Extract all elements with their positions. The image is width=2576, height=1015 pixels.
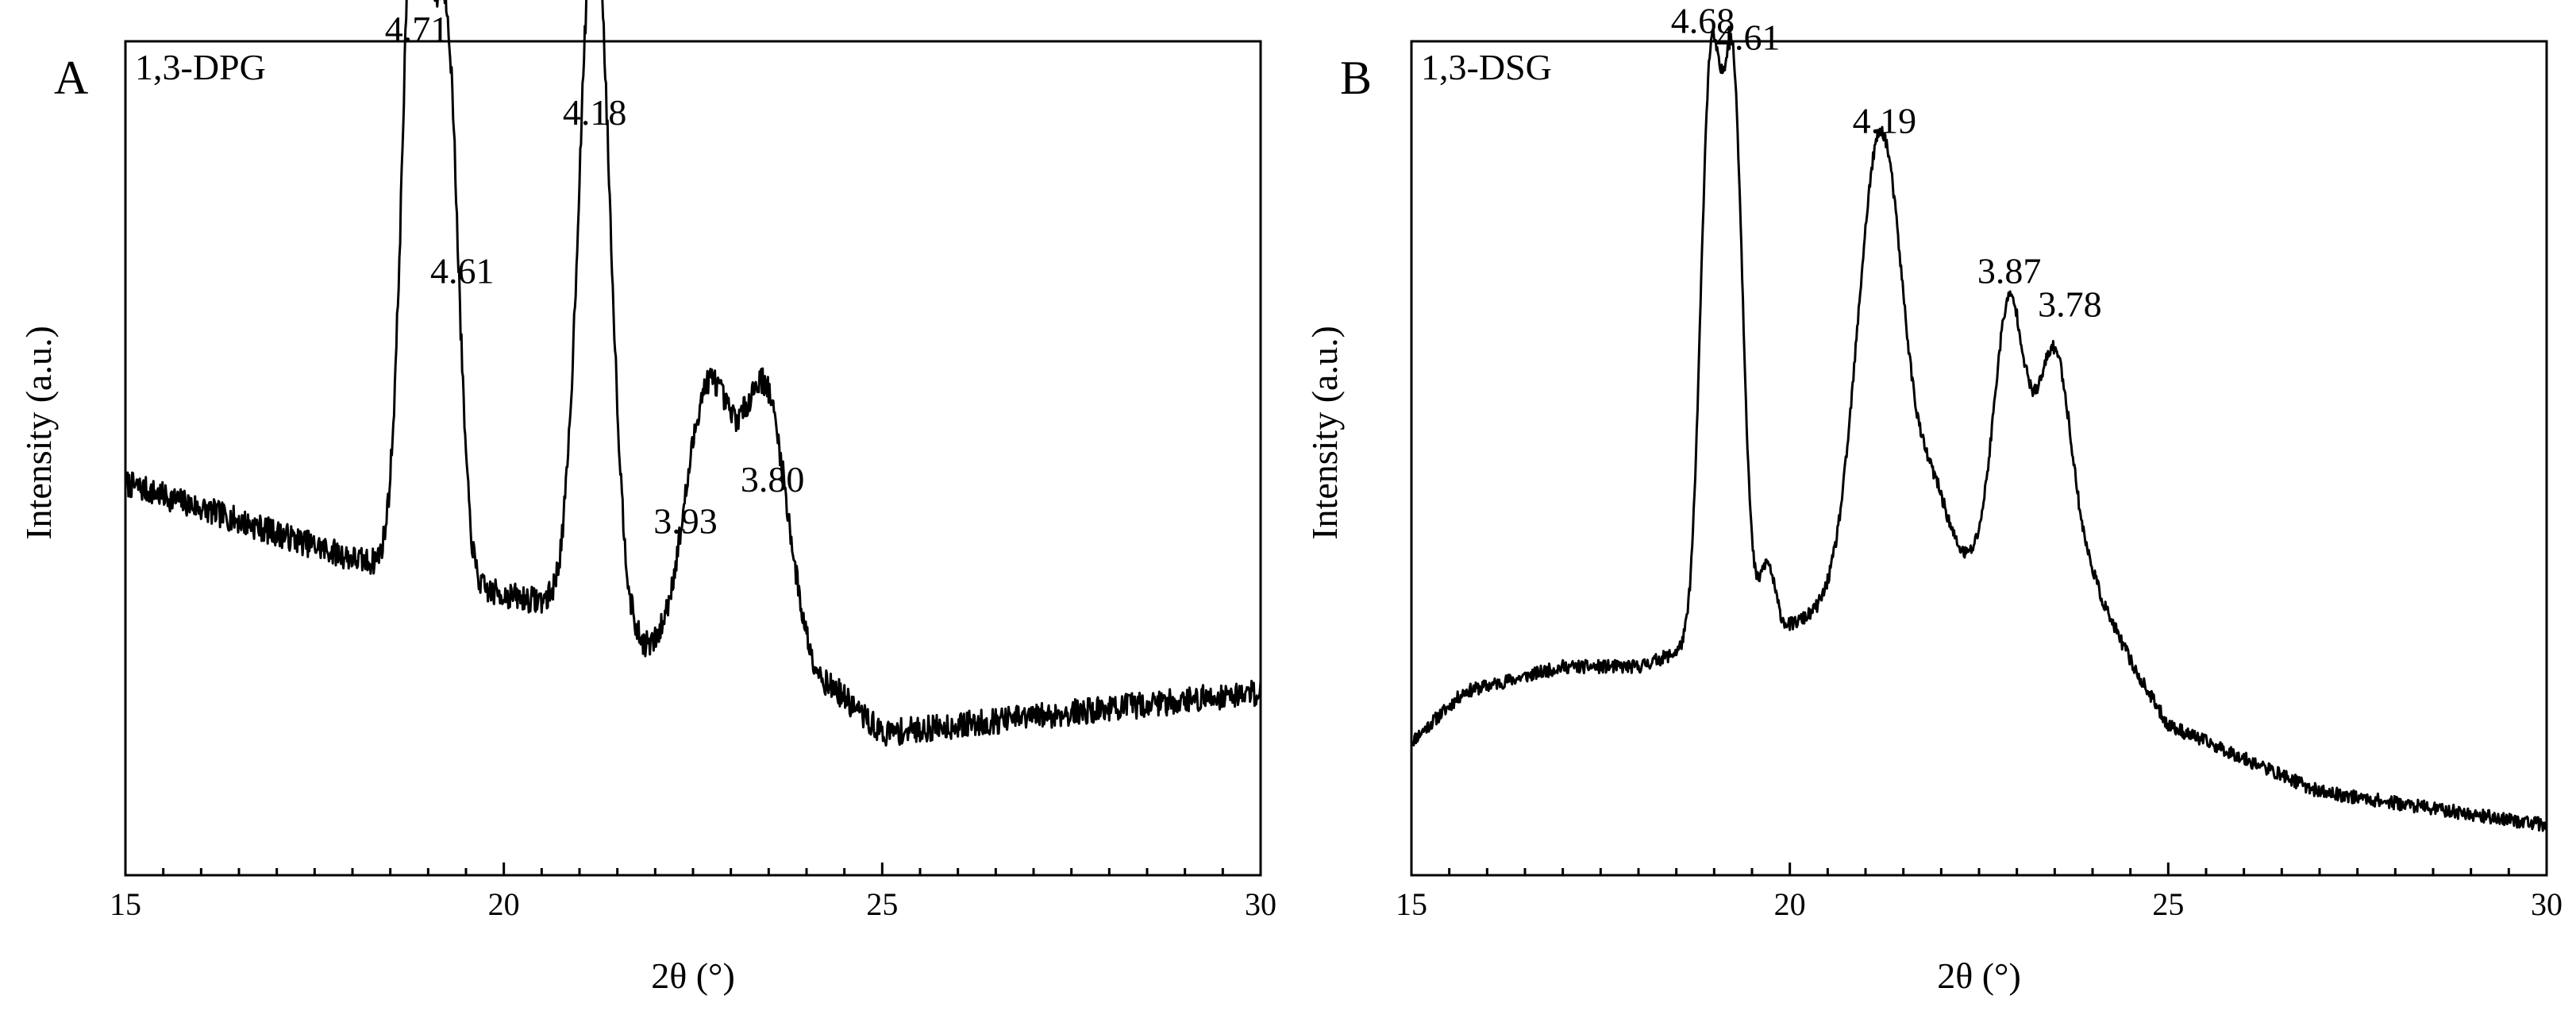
peak-labels: 4.71 4.61 4.18 3.93 3.80 bbox=[385, 9, 805, 542]
x-tick-label: 15 bbox=[110, 886, 141, 922]
x-axis-label: 2θ (°) bbox=[651, 955, 735, 996]
peak-label: 4.61 bbox=[430, 251, 495, 291]
panel-letter: A bbox=[54, 52, 88, 104]
x-tick-label: 25 bbox=[866, 886, 898, 922]
peak-label: 3.93 bbox=[653, 501, 718, 542]
peak-label: 3.78 bbox=[2038, 284, 2102, 325]
series-group bbox=[124, 0, 1262, 747]
x-tick-label: 25 bbox=[2152, 886, 2184, 922]
sample-title: 1,3-DPG bbox=[135, 47, 266, 87]
xrd-series-line bbox=[124, 0, 1262, 747]
y-axis-label: Intensity (a.u.) bbox=[18, 326, 59, 540]
panel-letter: B bbox=[1340, 52, 1372, 104]
peak-label: 4.71 bbox=[385, 9, 449, 49]
x-tick-label: 30 bbox=[2531, 886, 2563, 922]
xrd-series-line bbox=[1410, 29, 2547, 832]
x-tick-label: 20 bbox=[1774, 886, 1806, 922]
peak-label: 4.61 bbox=[1716, 17, 1781, 58]
x-tick-labels: 15 20 25 30 bbox=[1396, 886, 2563, 922]
x-tick-label: 20 bbox=[488, 886, 520, 922]
panel-a: A 1,3-DPG Intensity (a.u.) 2θ (°) 15 20 25… bbox=[18, 0, 1276, 996]
plot-frame bbox=[1410, 40, 2548, 877]
x-tick-label: 15 bbox=[1396, 886, 1427, 922]
sample-title: 1,3-DSG bbox=[1421, 47, 1552, 87]
y-axis-label: Intensity (a.u.) bbox=[1304, 326, 1345, 540]
panel-b: B 1,3-DSG Intensity (a.u.) 2θ (°) 15 20 25… bbox=[1304, 1, 2563, 997]
series-group bbox=[1410, 29, 2547, 832]
peak-label: 4.18 bbox=[563, 92, 627, 133]
peak-label: 4.68 bbox=[1671, 1, 1735, 41]
x-ticks bbox=[162, 863, 1224, 875]
plot-frame bbox=[124, 40, 1262, 877]
x-tick-label: 30 bbox=[1245, 886, 1276, 922]
x-axis-label: 2θ (°) bbox=[1937, 955, 2021, 996]
x-ticks bbox=[1448, 863, 2510, 875]
peak-label: 3.80 bbox=[741, 459, 805, 500]
peak-label: 3.87 bbox=[1977, 251, 2042, 291]
peak-labels: 4.684.61 4.19 3.873.78 bbox=[1671, 1, 2102, 325]
x-tick-labels: 15 20 25 30 bbox=[110, 886, 1276, 922]
peak-label: 4.19 bbox=[1853, 101, 1917, 141]
